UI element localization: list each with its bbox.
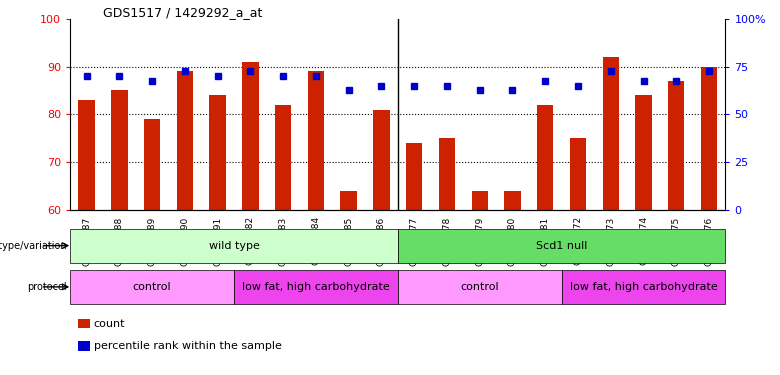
Text: low fat, high carbohydrate: low fat, high carbohydrate <box>242 282 390 292</box>
Text: low fat, high carbohydrate: low fat, high carbohydrate <box>569 282 718 292</box>
Bar <box>341 191 357 210</box>
Bar <box>505 191 521 210</box>
Bar <box>439 138 456 210</box>
Text: percentile rank within the sample: percentile rank within the sample <box>94 341 282 351</box>
Bar <box>398 229 725 262</box>
Text: count: count <box>94 319 125 328</box>
Bar <box>636 95 652 210</box>
Bar <box>243 62 259 210</box>
Bar <box>570 138 587 210</box>
Bar <box>562 270 725 304</box>
Bar <box>701 67 718 210</box>
Bar <box>537 105 554 210</box>
Text: control: control <box>460 282 499 292</box>
Bar <box>210 95 226 210</box>
Bar <box>472 191 488 210</box>
Text: Scd1 null: Scd1 null <box>536 241 587 250</box>
Text: GDS1517 / 1429292_a_at: GDS1517 / 1429292_a_at <box>103 6 262 19</box>
Text: control: control <box>133 282 172 292</box>
Bar <box>603 57 619 210</box>
Bar <box>374 110 390 210</box>
Bar <box>275 105 292 210</box>
Bar <box>144 119 161 210</box>
Bar <box>668 81 685 210</box>
Bar <box>79 100 95 210</box>
Bar <box>70 270 234 304</box>
Bar <box>406 143 423 210</box>
Bar <box>308 71 324 210</box>
Text: protocol: protocol <box>27 282 67 292</box>
Bar <box>176 71 193 210</box>
Bar <box>112 90 128 210</box>
Text: wild type: wild type <box>208 241 260 250</box>
Bar <box>70 229 398 262</box>
Bar <box>398 270 562 304</box>
Text: genotype/variation: genotype/variation <box>0 241 67 250</box>
Bar <box>234 270 398 304</box>
